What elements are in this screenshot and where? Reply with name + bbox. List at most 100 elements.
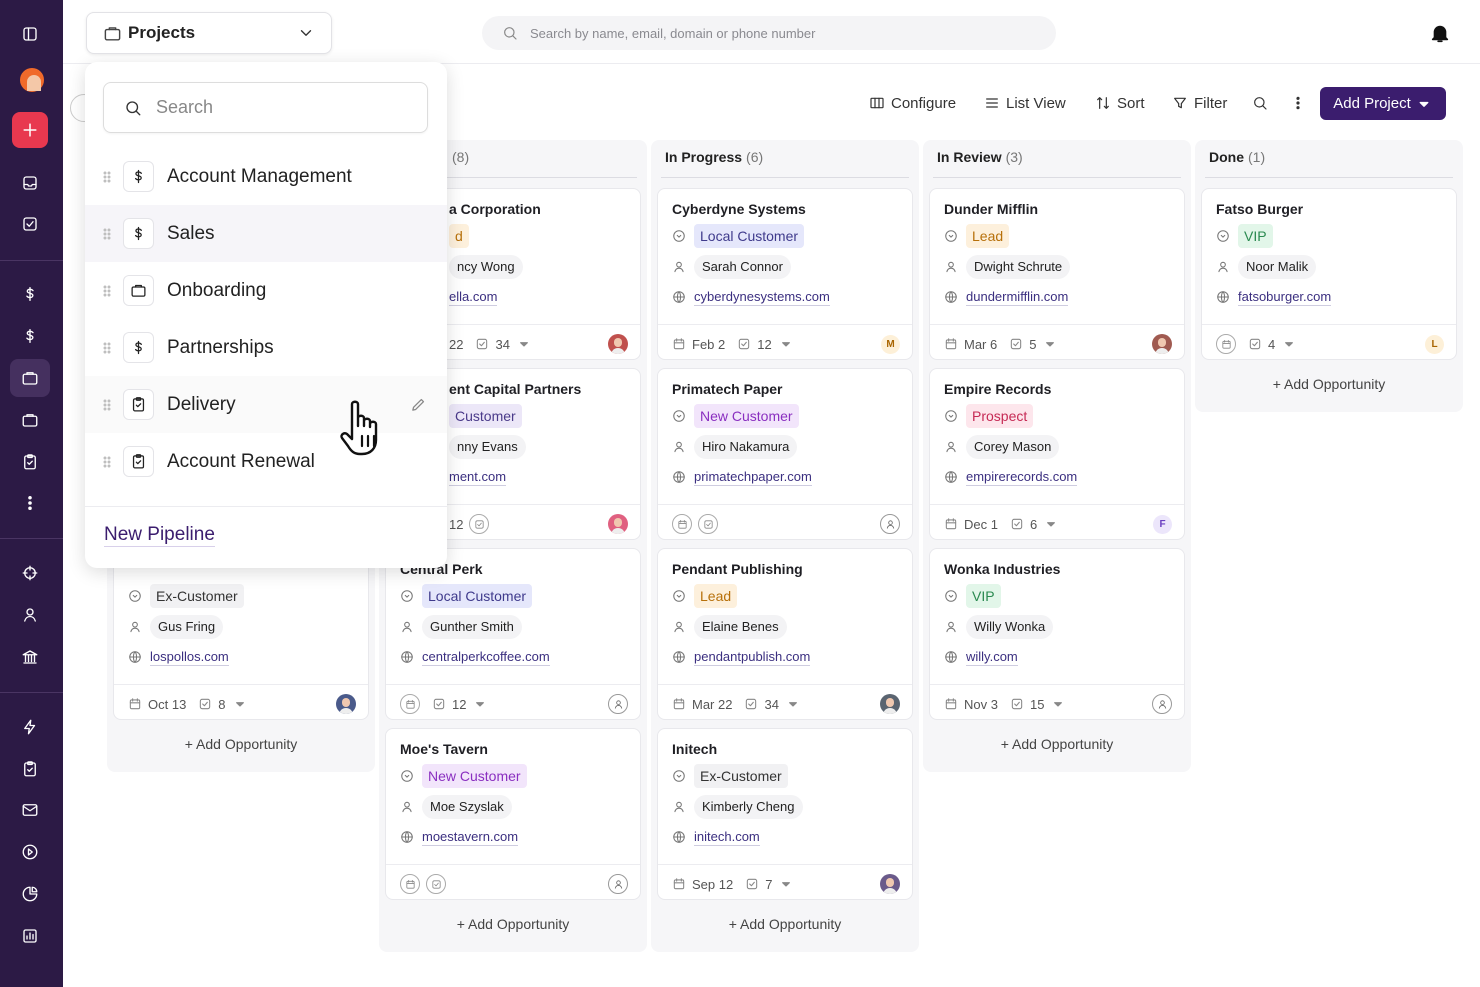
global-search[interactable]: Search by name, email, domain or phone n… [482, 16, 1056, 50]
card-avatar: L [1425, 335, 1444, 354]
card-domain: cyberdynesystems.com [694, 289, 830, 306]
caret-icon [789, 702, 797, 707]
user-avatar[interactable] [18, 66, 46, 94]
bag-icon [22, 372, 38, 385]
card-avatar [880, 694, 900, 714]
sidebar-item[interactable] [10, 164, 50, 202]
toolbar-button[interactable]: Filter [1172, 92, 1227, 114]
card-person-row: Sarah Connor [672, 254, 791, 280]
sidebar-item[interactable] [10, 917, 50, 955]
sidebar-item[interactable] [10, 484, 50, 522]
status-icon [945, 590, 957, 602]
opportunity-card[interactable]: Primatech Paper New Customer Hiro Nakamura… [657, 368, 913, 540]
card-tasks: 7 [765, 876, 773, 892]
bag-icon [131, 284, 146, 297]
card-footer: Oct 13 8 [128, 691, 248, 717]
check-icon [739, 338, 750, 350]
opportunity-card[interactable]: Pendant Publishing Lead Elaine Benes pendan… [657, 548, 913, 720]
sidebar-item[interactable] [10, 638, 50, 676]
sidebar-item[interactable] [10, 708, 50, 746]
card-divider [386, 864, 640, 865]
avatar-photo [1158, 338, 1166, 347]
add-opportunity[interactable]: + Add Opportunity [1000, 736, 1114, 752]
sidebar-item[interactable] [10, 750, 50, 788]
add-opportunity[interactable]: + Add Opportunity [184, 736, 298, 752]
opportunity-card[interactable]: Ex-Customer Gus Fring lospollos.com Oct 13 8 [113, 548, 369, 720]
opportunity-card[interactable]: Cyberdyne Systems Local Customer Sarah Con… [657, 188, 913, 360]
dropdown-search[interactable]: Search [103, 82, 428, 133]
add-project-button[interactable]: Add Project [1320, 87, 1446, 120]
globe-icon [1217, 291, 1229, 303]
pipeline-item[interactable]: Sales [85, 205, 447, 262]
sidebar-item[interactable] [10, 15, 50, 53]
notifications-icon [1431, 25, 1449, 43]
sidebar-item[interactable] [10, 275, 50, 313]
cal-icon [677, 519, 687, 529]
globe-icon [401, 831, 413, 843]
caret-icon [1285, 342, 1294, 347]
sidebar-item[interactable] [10, 791, 50, 829]
card-divider [930, 324, 1184, 325]
empty-field [469, 514, 490, 534]
card-divider [1202, 324, 1456, 325]
sidebar-item[interactable] [10, 596, 50, 634]
opportunity-card[interactable]: Dunder Mifflin Lead Dwight Schrute dundermi… [929, 188, 1185, 360]
card-person-row: Gus Fring [128, 614, 224, 640]
edit-icon [412, 398, 425, 411]
globe-icon [945, 291, 957, 303]
column-count: (8) [452, 149, 470, 165]
card-domain: centralperkcoffee.com [422, 649, 550, 666]
opportunity-card[interactable]: Empire Records Prospect Corey Mason empirer… [929, 368, 1185, 540]
pipeline-item[interactable]: Partnerships [85, 319, 447, 376]
opportunity-card[interactable]: Fatso Burger VIP Noor Malik fatsoburger.com… [1201, 188, 1457, 360]
card-person-row: Noor Malik [1216, 254, 1317, 280]
new-pipeline-link[interactable]: New Pipeline [104, 524, 215, 547]
pipeline-item[interactable]: Account Management [85, 148, 447, 205]
opportunity-card[interactable]: Central Perk Local Customer Gunther Smith c… [385, 548, 641, 720]
toolbar-button[interactable]: Sort [1095, 92, 1145, 114]
card-avatar [336, 694, 356, 714]
toolbar-button[interactable]: List View [984, 92, 1066, 114]
card-avatar-placeholder [608, 694, 628, 714]
pipeline-item[interactable]: Delivery [85, 376, 447, 433]
status-icon [673, 770, 685, 782]
card-title: Cyberdyne Systems [672, 201, 806, 217]
card-tag-row: Prospect [944, 403, 1034, 429]
sidebar-item[interactable] [10, 317, 50, 355]
card-domain-row: moestavern.com [400, 824, 519, 850]
pipeline-label: Partnerships [167, 336, 274, 358]
sidebar-item[interactable] [10, 443, 50, 481]
opportunity-card[interactable]: Moe's Tavern New Customer Moe Szyslak moest… [385, 728, 641, 900]
sidebar-item[interactable] [10, 205, 50, 243]
check-icon [200, 698, 211, 710]
add-opportunity[interactable]: + Add Opportunity [1272, 376, 1386, 392]
sidebar-item[interactable] [10, 554, 50, 592]
card-footer: Mar 22 34 [672, 691, 801, 717]
opportunity-card[interactable]: Initech Ex-Customer Kimberly Cheng initech.… [657, 728, 913, 900]
sidebar-item[interactable] [10, 833, 50, 871]
card-domain: primatechpaper.com [694, 469, 812, 486]
add-opportunity[interactable]: + Add Opportunity [456, 916, 570, 932]
card-tag-row: Lead [672, 583, 738, 609]
card-divider [658, 684, 912, 685]
toolbar-button[interactable]: Configure [869, 92, 956, 114]
opportunity-card[interactable]: Wonka Industries VIP Willy Wonka willy.com N… [929, 548, 1185, 720]
sidebar-item[interactable] [10, 359, 50, 397]
card-date: Nov 3 [964, 696, 998, 712]
card-domain: ment.com [449, 469, 507, 486]
add-opportunity[interactable]: + Add Opportunity [728, 916, 842, 932]
sidebar-item[interactable] [10, 875, 50, 913]
global-search-placeholder: Search by name, email, domain or phone n… [530, 25, 816, 41]
pipeline-item[interactable]: Account Renewal [85, 433, 447, 490]
pipeline-item[interactable]: Onboarding [85, 262, 447, 319]
sidebar-item[interactable] [10, 401, 50, 439]
project-selector[interactable]: Projects [86, 12, 332, 54]
drag-handle [103, 171, 111, 182]
card-title: Wonka Industries [944, 561, 1061, 577]
card-person-row: Hiro Nakamura [672, 434, 798, 460]
card-person-row: Corey Mason [944, 434, 1060, 460]
new-button[interactable] [12, 112, 48, 148]
clip-icon [132, 397, 145, 412]
clip-icon [132, 454, 145, 469]
